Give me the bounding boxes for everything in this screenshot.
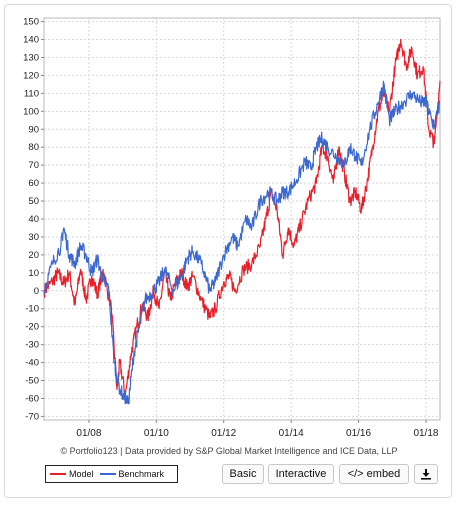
y-tick-label: -40 [25,358,39,369]
y-tick-label: 80 [28,142,39,153]
y-tick-label: 120 [23,70,39,81]
interactive-button[interactable]: Interactive [268,464,334,484]
y-tick-label: 100 [23,106,39,117]
x-tick-label: 01/16 [346,428,371,439]
y-tick-label: 10 [28,268,39,279]
y-tick-label: -30 [25,340,39,351]
series-line-benchmark [43,80,441,405]
y-tick-label: -10 [25,304,39,315]
y-tick-label: -60 [25,393,39,404]
y-tick-label: -70 [25,411,39,422]
y-tick-label: 40 [28,214,39,225]
x-tick-label: 01/12 [211,428,236,439]
y-tick-label: 110 [24,88,39,99]
y-tick-label: 0 [34,286,39,297]
legend-swatch-model [50,473,66,475]
download-icon [421,469,431,480]
y-tick-label: 30 [28,232,39,243]
y-tick-label: 90 [28,124,39,135]
chart-legend: Model Benchmark [45,465,178,483]
y-tick-label: -20 [25,322,39,333]
embed-button[interactable]: </> embed [339,464,409,484]
legend-item-model: Model [50,469,94,479]
series-line-model [43,38,441,398]
data-credit: © Portfolio123 | Data provided by S&P Gl… [60,446,398,456]
y-tick-label: 70 [28,160,39,171]
y-tick-label: 20 [28,250,39,261]
legend-label-benchmark: Benchmark [118,469,165,479]
y-tick-label: 60 [28,178,39,189]
download-button[interactable] [414,464,438,484]
basic-button[interactable]: Basic [222,464,264,484]
y-tick-label: 150 [23,17,39,28]
y-tick-label: 50 [28,196,39,207]
y-tick-label: 140 [23,35,39,46]
legend-label-model: Model [69,469,94,479]
x-tick-label: 01/08 [76,428,101,439]
y-tick-label: -50 [25,376,39,387]
chart-svg: -70 -60 -50 -40 -30 -20 -10 0 10 20 30 40 50 60 70 80 90… [23,17,441,439]
x-tick-label: 01/18 [413,428,438,439]
x-tick-label: 01/14 [279,428,304,439]
y-tick-label: 130 [23,52,39,63]
legend-item-benchmark: Benchmark [99,469,165,479]
legend-swatch-benchmark [99,473,116,475]
x-tick-label: 01/10 [144,428,169,439]
